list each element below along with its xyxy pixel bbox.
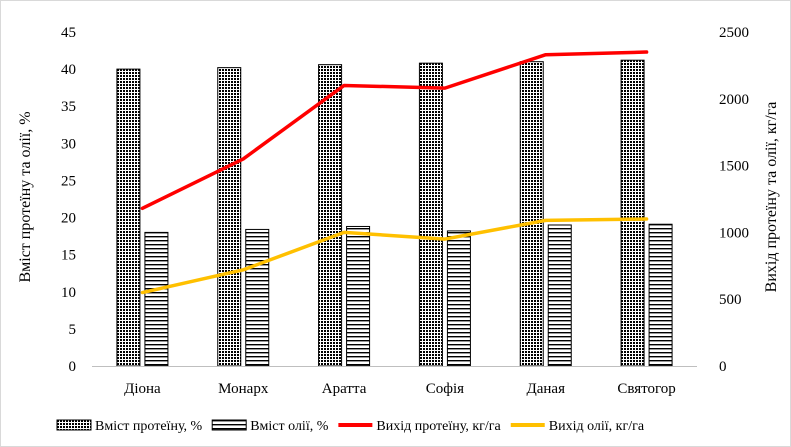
protein-yield-line	[140, 50, 649, 211]
protein-content-bar	[116, 68, 141, 367]
y-left-axis-title: Вміст протеїну та олії, %	[17, 111, 34, 282]
y-left-tick-label: 35	[61, 99, 76, 115]
y-left-tick-label: 30	[61, 136, 76, 152]
y-right-tick-label: 500	[719, 292, 742, 308]
y-right-tick-label: 1000	[719, 225, 749, 241]
oil-content-bar	[346, 225, 371, 367]
legend-label: Вміст олії, %	[250, 419, 329, 434]
y-right-axis-title: Вихід протеїну та олії, кг/га	[763, 102, 780, 293]
y-right-tick-label: 0	[719, 359, 727, 375]
x-category-label: Софія	[426, 381, 464, 397]
legend-label: Вміст протеїну, %	[95, 419, 203, 434]
y-left-tick-label: 25	[61, 173, 76, 189]
y-left-tick-label: 20	[61, 211, 76, 227]
x-category-label: Святогор	[617, 381, 675, 397]
y-left-tick-label: 5	[69, 322, 77, 338]
y-left-tick-label: 45	[61, 25, 76, 41]
protein-content-bar	[620, 59, 645, 367]
y-right-tick-label: 1500	[719, 159, 749, 175]
protein-content-bar	[519, 61, 544, 367]
oil-content-bar	[648, 223, 673, 367]
oil-yield-line	[140, 217, 649, 295]
y-right-tick-label: 2500	[719, 25, 749, 41]
y-right-tick-label: 2000	[719, 92, 749, 108]
y-left-tick-label: 10	[61, 285, 76, 301]
x-category-label: Даная	[527, 381, 566, 397]
oil-content-bar	[547, 224, 572, 367]
protein-content-bar	[418, 62, 443, 367]
legend-label: Вихід олії, кг/га	[549, 419, 645, 434]
legend-swatch-oil-content	[211, 419, 247, 431]
y-left-tick-label: 40	[61, 62, 76, 78]
y-left-tick-label: 15	[61, 248, 76, 264]
x-category-label: Аратта	[322, 381, 367, 397]
legend-label: Вихід протеїну, кг/га	[376, 419, 501, 434]
oil-content-bar	[144, 231, 169, 367]
y-left-tick-label: 0	[69, 359, 77, 375]
oil-content-bar	[245, 228, 270, 367]
legend-swatch-protein-content	[56, 419, 92, 431]
protein-content-bar	[318, 64, 343, 367]
x-category-label: Діона	[124, 381, 161, 397]
x-category-label: Монарх	[218, 381, 269, 397]
oil-content-bar	[446, 230, 471, 367]
protein-content-bar	[217, 67, 242, 367]
